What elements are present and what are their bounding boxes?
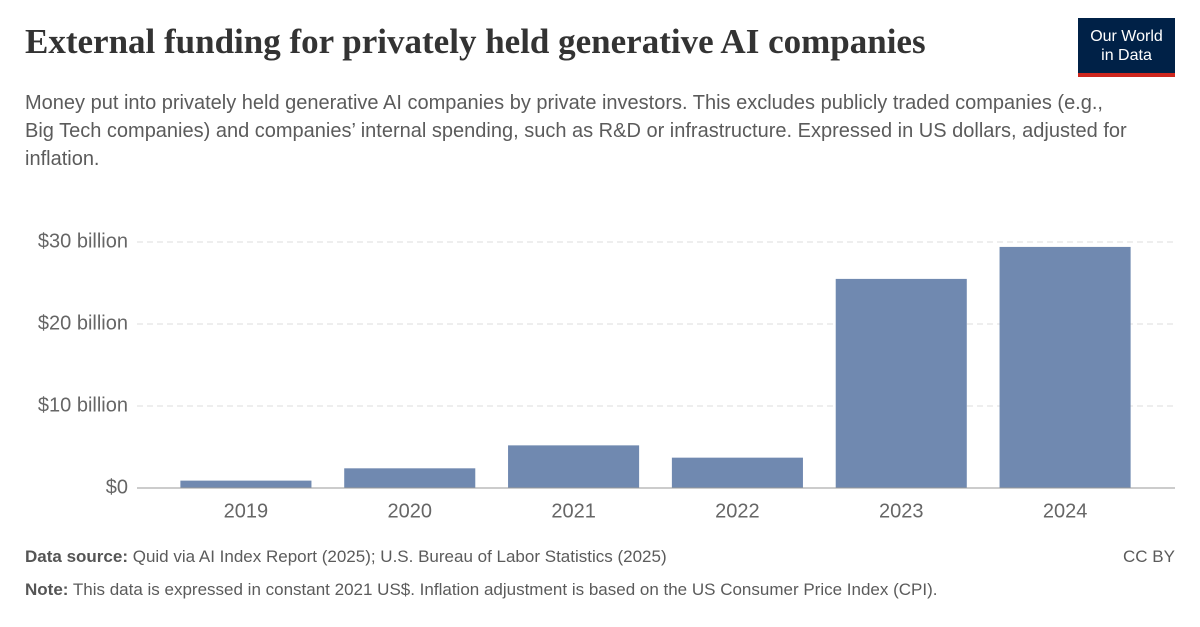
- note: Note: This data is expressed in constant…: [25, 580, 937, 600]
- note-label: Note:: [25, 580, 69, 599]
- logo-text: in Data: [1101, 47, 1152, 64]
- x-tick-label: 2024: [1043, 500, 1088, 522]
- x-tick-label: 2021: [551, 500, 596, 522]
- chart-title: External funding for privately held gene…: [25, 22, 926, 61]
- source: Data source: Quid via AI Index Report (2…: [25, 547, 667, 567]
- y-tick-label: $0: [106, 476, 128, 498]
- bar: [180, 480, 312, 488]
- source-text: Quid via AI Index Report (2025); U.S. Bu…: [132, 547, 667, 566]
- source-label: Data source:: [25, 547, 128, 566]
- bar: [835, 278, 967, 488]
- x-tick-label: 2019: [224, 500, 269, 522]
- note-text: This data is expressed in constant 2021 …: [72, 580, 938, 599]
- x-tick-label: 2020: [388, 500, 433, 522]
- x-tick-label: 2022: [715, 500, 760, 522]
- logo-text: Our World: [1090, 28, 1163, 45]
- y-tick-label: $20 billion: [38, 312, 128, 334]
- bar: [344, 468, 476, 488]
- bar: [508, 445, 640, 488]
- x-tick-label: 2023: [879, 500, 924, 522]
- chart-subtitle: Money put into privately held generative…: [25, 92, 1127, 170]
- y-tick-label: $30 billion: [38, 230, 128, 252]
- license[interactable]: CC BY: [1123, 547, 1175, 566]
- bar: [671, 457, 803, 488]
- bar: [999, 246, 1131, 488]
- y-tick-label: $10 billion: [38, 394, 128, 416]
- logo[interactable]: Our World in Data: [1078, 18, 1175, 77]
